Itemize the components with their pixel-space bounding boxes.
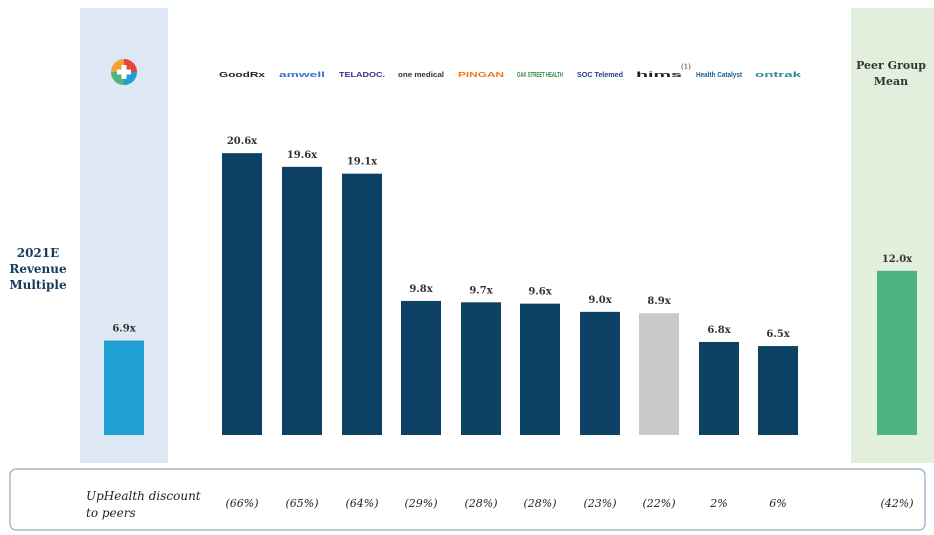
bar	[639, 313, 679, 435]
company-logo: Health Catalyst	[696, 70, 742, 79]
discount: (28%)	[523, 497, 556, 510]
value-label: 12.0x	[882, 254, 913, 265]
bar	[520, 303, 560, 435]
company-logo: GoodRx	[219, 70, 266, 79]
company-logo: one medical	[398, 70, 444, 79]
discount: (42%)	[880, 497, 913, 510]
value-label: 8.9x	[647, 296, 671, 307]
discount: (66%)	[225, 497, 258, 510]
bar	[401, 300, 441, 435]
uphealth-logo	[111, 59, 137, 85]
company-logo: amwell	[279, 70, 325, 79]
bar	[342, 173, 382, 435]
y-axis-label: 2021E Revenue Multiple	[9, 246, 67, 292]
company-logo: hims	[636, 70, 682, 79]
company-logo: OAK STREET HEALTH	[517, 70, 563, 79]
discount: (28%)	[464, 497, 497, 510]
company-logo: SOC Telemed	[577, 70, 623, 79]
discount: (23%)	[583, 497, 616, 510]
bar	[104, 340, 144, 435]
discount-row-label: UpHealth discount to peers	[86, 489, 201, 520]
discount-box	[9, 468, 926, 531]
discount: 2%	[709, 497, 727, 510]
discount: (29%)	[404, 497, 437, 510]
value-label: 9.7x	[469, 285, 493, 296]
value-label: 19.6x	[287, 150, 318, 161]
discount: (22%)	[642, 497, 675, 510]
value-label: 9.0x	[588, 295, 612, 306]
company-logo: PINGAN	[458, 70, 504, 79]
bar	[699, 341, 739, 435]
discount: (64%)	[345, 497, 378, 510]
footnote-mark: (1)	[681, 63, 691, 71]
bar	[877, 270, 917, 435]
category-label: Peer Group Mean	[856, 59, 926, 88]
value-label: 20.6x	[227, 136, 258, 147]
company-logo: TELADOC.	[339, 70, 385, 79]
bar	[282, 166, 322, 435]
bar	[222, 153, 262, 435]
value-label: 6.9x	[112, 324, 136, 335]
value-label: 6.8x	[707, 325, 731, 336]
company-logo: ontrak	[755, 70, 803, 79]
value-label: 9.6x	[528, 287, 552, 298]
value-label: 19.1x	[347, 157, 378, 168]
bar	[580, 311, 620, 435]
bar	[758, 346, 798, 435]
discount: 6%	[769, 497, 786, 510]
bar	[461, 302, 501, 435]
discount: (65%)	[285, 497, 318, 510]
value-label: 9.8x	[409, 284, 433, 295]
value-label: 6.5x	[766, 329, 790, 340]
